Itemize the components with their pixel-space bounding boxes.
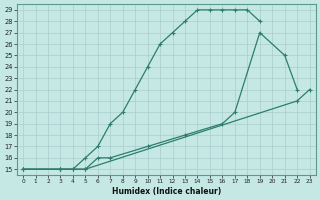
X-axis label: Humidex (Indice chaleur): Humidex (Indice chaleur) [112,187,221,196]
